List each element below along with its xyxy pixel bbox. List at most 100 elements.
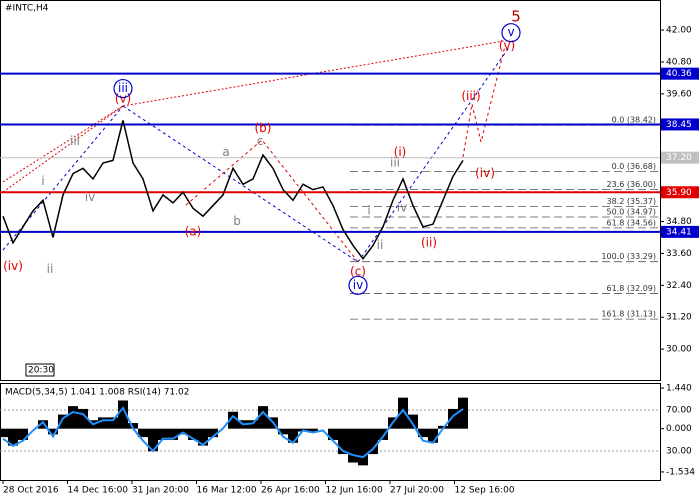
level-label: 34.41 <box>666 227 692 237</box>
wave-label: (b) <box>255 121 272 135</box>
macd-bar <box>418 428 428 438</box>
macd-bar <box>348 428 358 463</box>
y-tick-label: 1.440 <box>666 384 692 394</box>
macd-bar <box>18 428 28 440</box>
wave-label: i <box>367 203 370 217</box>
y-tick-label: -1.534 <box>666 467 695 477</box>
y2-tick-label: 30.00 <box>666 446 692 456</box>
wave-label: (a) <box>185 225 202 239</box>
macd-bar <box>78 408 88 429</box>
projection <box>462 45 506 158</box>
macd-bar <box>278 428 288 435</box>
level-tag <box>661 186 699 199</box>
wave-label: (v) <box>115 92 131 106</box>
wave-label: a <box>222 145 229 159</box>
macd-bar <box>168 428 178 440</box>
fib-label: 161.8 (31.13) <box>601 310 656 319</box>
fib-label: 61.8 (32.09) <box>607 284 657 293</box>
x-tick-label: 31 Jan 20:00 <box>132 486 189 496</box>
y-tick-label: 40.80 <box>666 57 692 67</box>
indicator-title: MACD(5,34,5) 1.041 1.008 RSI(14) 71.02 <box>5 388 189 398</box>
level-label: 35.90 <box>666 188 692 198</box>
wave-label: b <box>233 214 241 228</box>
fib-label: 0.0 (36.68) <box>612 162 656 171</box>
macd-bar <box>138 428 148 438</box>
fib-label: 100.0 (33.29) <box>601 252 656 261</box>
wave-label: (iv) <box>475 166 495 180</box>
time-box <box>25 363 55 377</box>
fib-label: 50.0 (34.97) <box>607 207 657 216</box>
trend-line <box>2 105 124 193</box>
x-tick-label: 12 Sep 16:00 <box>455 486 515 496</box>
macd-bar <box>208 428 218 438</box>
wave-label: (i) <box>394 145 407 159</box>
level-tag <box>661 225 699 238</box>
wave-label: iii <box>118 81 128 95</box>
level-tag <box>661 151 699 164</box>
macd-bar <box>228 411 238 429</box>
wave-label: i <box>41 174 44 188</box>
macd-bar <box>58 414 68 429</box>
wave-circle <box>501 23 521 43</box>
macd-bar <box>258 406 268 429</box>
y-tick-label: 31.20 <box>666 313 692 323</box>
macd-bar <box>128 423 138 429</box>
wave-label: iv <box>397 201 407 215</box>
macd-bar <box>198 428 208 446</box>
chart-title: #INTC,H4 <box>5 4 49 14</box>
x-tick-label: 12 Jun 16:00 <box>326 486 383 496</box>
price-line <box>2 120 464 260</box>
wave-label: iv <box>85 190 95 204</box>
macd-bar <box>378 428 388 440</box>
rsi-line <box>2 406 464 459</box>
trend-line <box>122 105 359 263</box>
wave-circle <box>348 275 368 295</box>
wave-label: ii <box>47 262 54 276</box>
time-box-label: 20:30 <box>28 366 54 376</box>
macd-bar <box>148 428 158 452</box>
macd-bar <box>38 420 48 429</box>
y-tick-label: 0.000 <box>666 424 692 434</box>
y-tick-label: 34.80 <box>666 217 692 227</box>
wave-label: c <box>257 134 264 148</box>
macd-bar <box>428 428 438 443</box>
fib-label: 0.0 (38.42) <box>612 116 656 125</box>
macd-bar <box>48 428 58 435</box>
x-tick-label: 28 Oct 2016 <box>3 486 59 496</box>
macd-bar <box>288 428 298 443</box>
wave-label: (iii) <box>461 89 480 103</box>
macd-bar <box>68 406 78 429</box>
y-tick-label: 42.00 <box>666 26 692 36</box>
y-tick-label: 32.40 <box>666 281 692 291</box>
y-tick-label: 33.60 <box>666 249 692 259</box>
x-tick-label: 14 Dec 16:00 <box>68 486 129 496</box>
wave-label: (ii) <box>421 235 437 249</box>
macd-bar <box>328 428 338 440</box>
macd-bar <box>368 428 378 455</box>
macd-bar <box>158 428 168 440</box>
wave-label: v <box>507 25 514 39</box>
macd-bar <box>108 417 118 429</box>
level-tag <box>661 67 699 80</box>
level-tag <box>661 118 699 131</box>
wave-label: 5 <box>511 7 521 25</box>
wave-label: iii <box>70 134 80 148</box>
y-tick-label: 39.60 <box>666 89 692 99</box>
x-tick-label: 26 Apr 16:00 <box>261 486 320 496</box>
wave-label: iv <box>353 278 363 292</box>
wave-label: iii <box>390 156 400 170</box>
y-tick-label: 30.00 <box>666 345 692 355</box>
macd-bar <box>458 397 468 429</box>
main-panel <box>0 0 661 381</box>
level-label: 40.36 <box>666 69 692 79</box>
macd-bar <box>98 417 108 429</box>
fib-label: 23.6 (36.00) <box>607 180 657 189</box>
fib-label: 61.8 (34.56) <box>607 218 657 227</box>
macd-bar <box>118 400 128 429</box>
level-label: 38.45 <box>666 120 692 130</box>
macd-bar <box>408 414 418 429</box>
level-label: 37.20 <box>666 153 692 163</box>
macd-bar <box>338 428 348 455</box>
wave-circle <box>113 78 133 99</box>
